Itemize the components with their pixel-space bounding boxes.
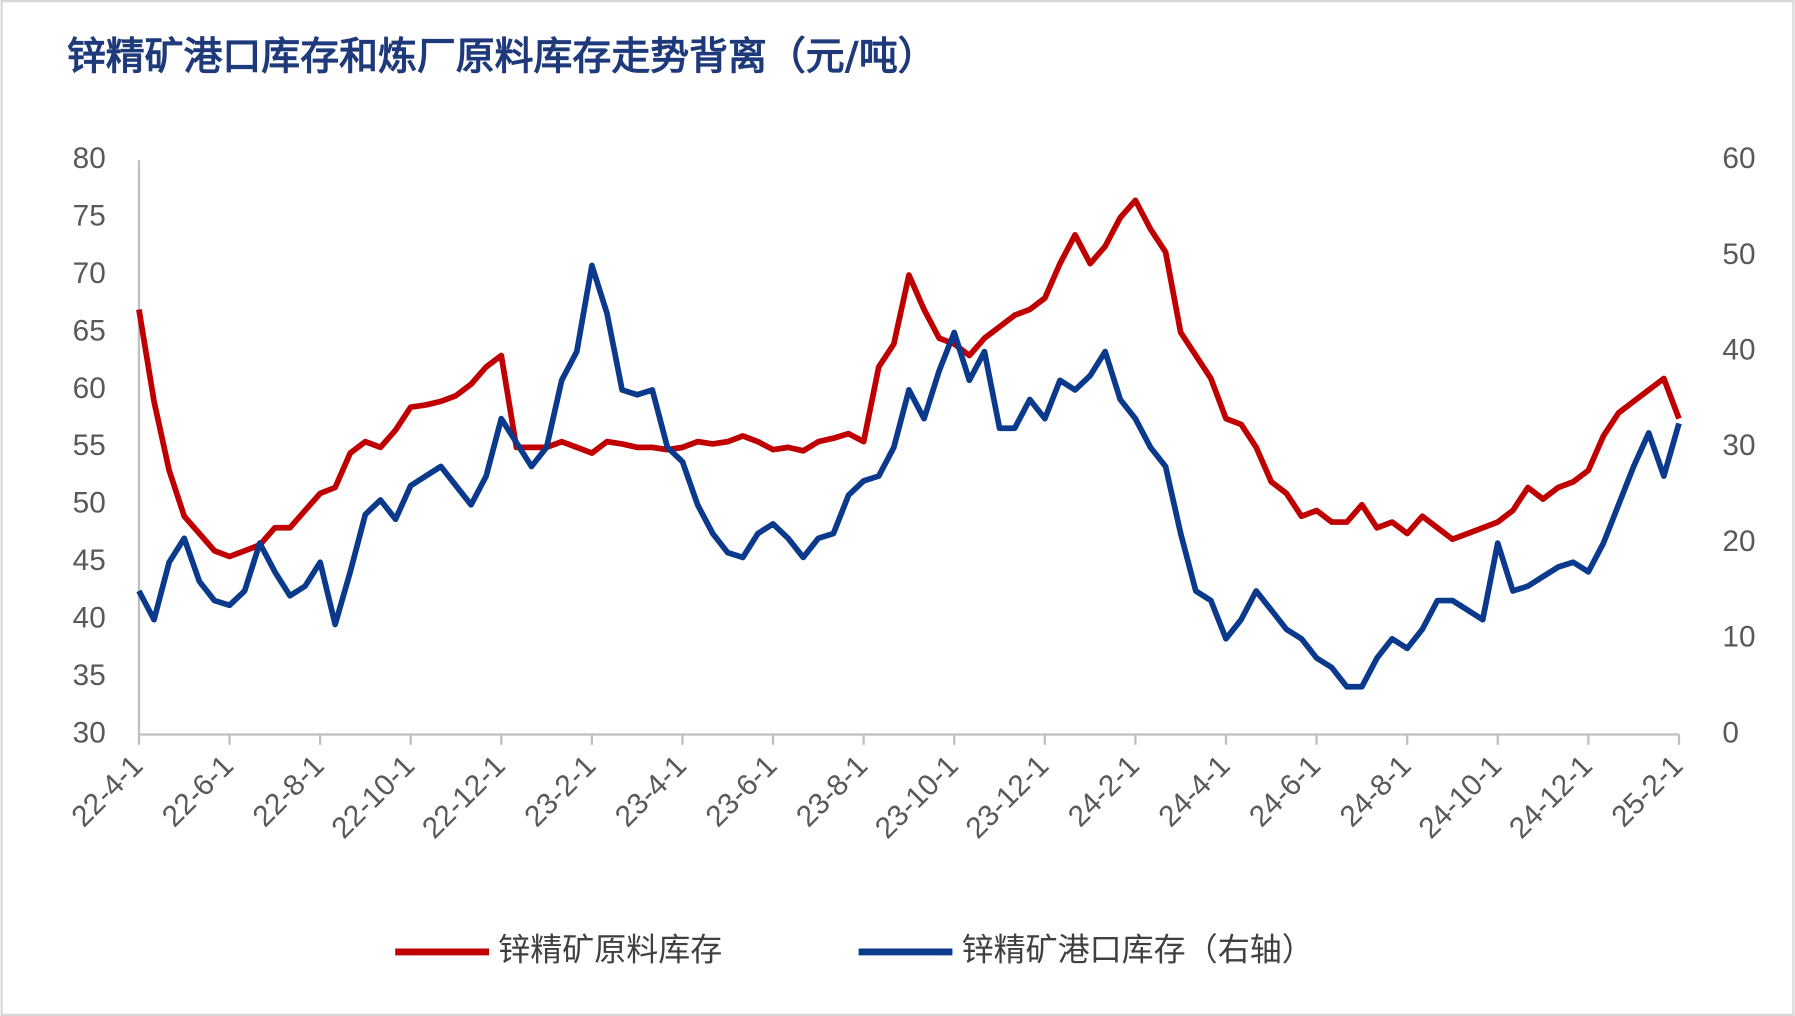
- series-line: [136, 262, 1682, 690]
- y-tick-label: 55: [73, 429, 106, 462]
- y-tick-label: 30: [73, 716, 106, 749]
- y-tick-label: 65: [73, 314, 106, 347]
- y2-tick-label: 10: [1722, 621, 1755, 654]
- y-tick-label: 40: [73, 602, 106, 635]
- y-tick-label: 50: [73, 487, 106, 520]
- chart-title: 锌精矿港口库存和炼厂原料库存走势背离（元/吨）: [67, 33, 937, 79]
- y-tick-label: 75: [73, 199, 106, 232]
- y-tick-label: 80: [73, 142, 106, 175]
- y2-tick-label: 0: [1722, 716, 1739, 749]
- legend-label: 锌精矿原料库存: [498, 930, 722, 968]
- y-tick-label: 70: [73, 257, 106, 290]
- y-tick-label: 45: [73, 544, 106, 577]
- y2-tick-label: 40: [1722, 333, 1755, 366]
- y2-tick-label: 60: [1722, 142, 1755, 175]
- y-tick-label: 35: [73, 659, 106, 692]
- y-tick-label: 60: [73, 372, 106, 405]
- series-line: [136, 197, 1682, 560]
- legend-label: 锌精矿港口库存（右轴）: [962, 930, 1314, 968]
- y2-tick-label: 20: [1722, 525, 1755, 558]
- y2-tick-label: 30: [1722, 429, 1755, 462]
- y2-tick-label: 50: [1722, 238, 1755, 271]
